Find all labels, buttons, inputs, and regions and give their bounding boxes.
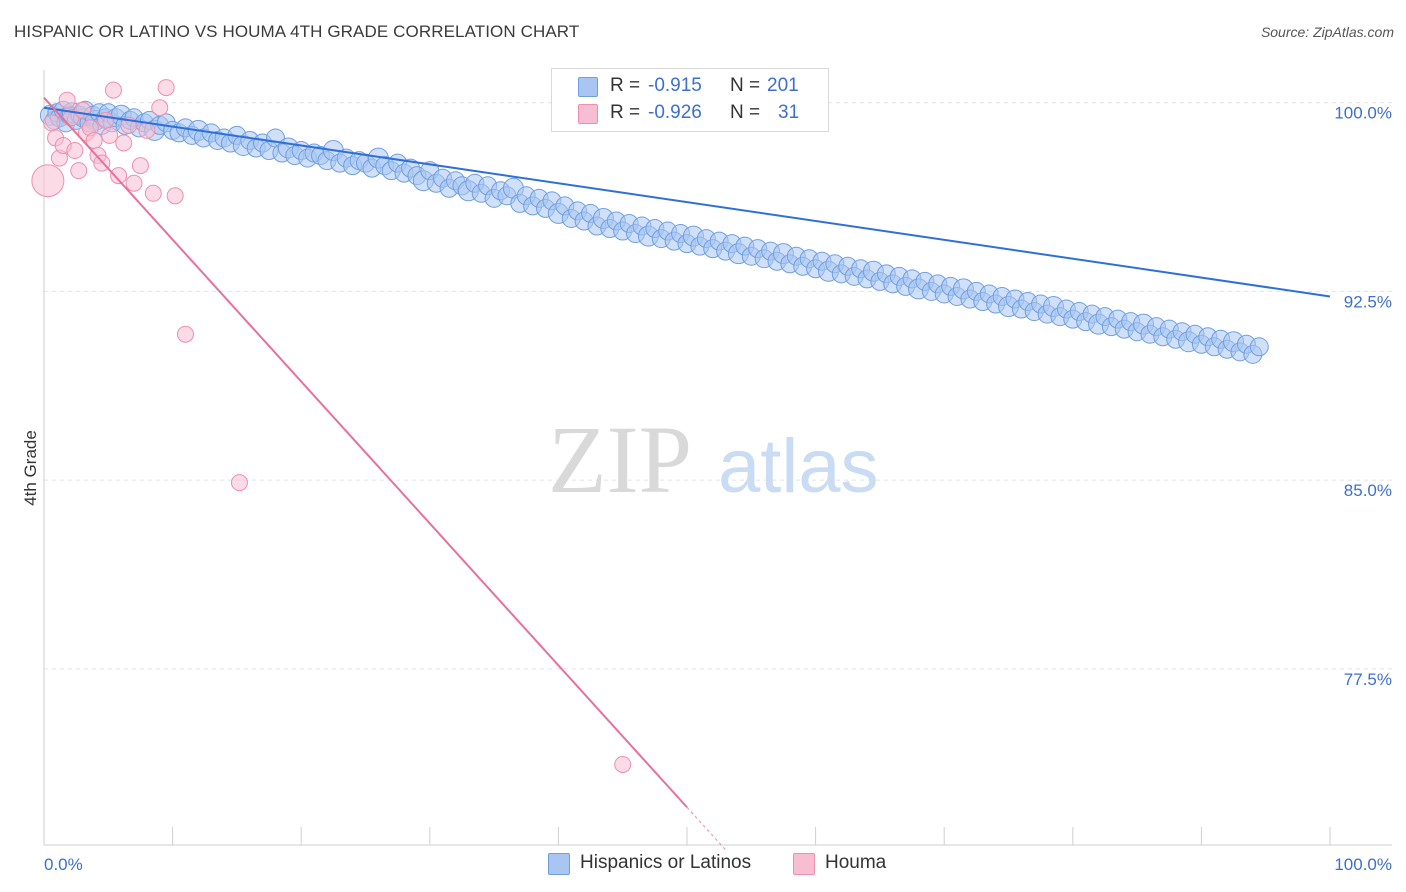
data-point-houma [110, 167, 128, 185]
r-label: R = [610, 102, 641, 123]
data-point-houma [43, 114, 61, 132]
series-houma-points [31, 79, 632, 773]
correlation-legend: R = -0.915 N = 201 R = -0.926 N = 31 [551, 68, 829, 132]
r-value: -0.926 [648, 102, 702, 123]
data-point-houma [138, 121, 156, 139]
legend-label: Houma [825, 852, 887, 873]
data-point-houma [97, 111, 115, 129]
n-label: N = [730, 75, 761, 96]
data-point-houma [157, 79, 175, 97]
watermark-atlas: atlas [718, 424, 879, 509]
data-point-houma [58, 91, 76, 109]
y-tick-label: 85.0% [1344, 481, 1392, 500]
houma-swatch [578, 104, 598, 124]
data-point-houma [101, 126, 119, 144]
data-point-houma [176, 325, 194, 343]
data-point-houma [230, 474, 248, 492]
data-point-houma [144, 184, 162, 202]
y-tick-label: 77.5% [1344, 670, 1392, 689]
x-tick-label: 0.0% [44, 855, 83, 874]
watermark-zip: ZIP [548, 406, 692, 513]
watermark: ZIP atlas [548, 406, 879, 513]
data-point-houma [151, 99, 169, 117]
n-label: N = [730, 102, 761, 123]
y-axis-label: 4th Grade [21, 430, 40, 506]
data-point-hispanics [1249, 337, 1269, 357]
data-point-houma [74, 101, 92, 119]
gridlines [44, 102, 1392, 670]
legend-row-houma: R = -0.926 N = 31 [552, 101, 828, 127]
data-point-houma [115, 134, 133, 152]
data-point-houma [70, 162, 88, 180]
x-tick-label: 100.0% [1334, 855, 1392, 874]
hispanics-legend-swatch [548, 853, 570, 875]
trend-line-houma [43, 97, 688, 808]
legend-label: Hispanics or Latinos [580, 852, 752, 873]
data-point-houma [104, 81, 122, 99]
data-point-houma [31, 164, 65, 198]
trend-line-hispanics [43, 106, 1331, 298]
data-point-houma [131, 157, 149, 175]
chart-title: HISPANIC OR LATINO VS HOUMA 4TH GRADE CO… [14, 22, 580, 41]
y-tick-label: 100.0% [1334, 104, 1392, 123]
series-hispanics-points [39, 100, 1269, 364]
n-value: 31 [778, 102, 800, 123]
hispanics-swatch [578, 77, 598, 97]
legend-row-hispanics: R = -0.915 N = 201 [552, 74, 828, 100]
trend-lines [43, 97, 1331, 851]
data-point-houma [614, 755, 632, 773]
r-label: R = [610, 75, 641, 96]
r-value: -0.915 [648, 75, 702, 96]
source-label: Source: ZipAtlas.com [1260, 24, 1394, 40]
houma-legend-swatch [793, 853, 815, 875]
data-point-houma [166, 187, 184, 205]
n-value: 201 [767, 75, 799, 96]
axes: 100.0% 92.5% 85.0% 77.5% 0.0% 100.0% [43, 70, 1392, 874]
data-point-houma [125, 174, 143, 192]
y-tick-label: 92.5% [1344, 292, 1392, 311]
data-point-houma [66, 142, 84, 160]
trend-line-houma-extension [686, 806, 727, 851]
